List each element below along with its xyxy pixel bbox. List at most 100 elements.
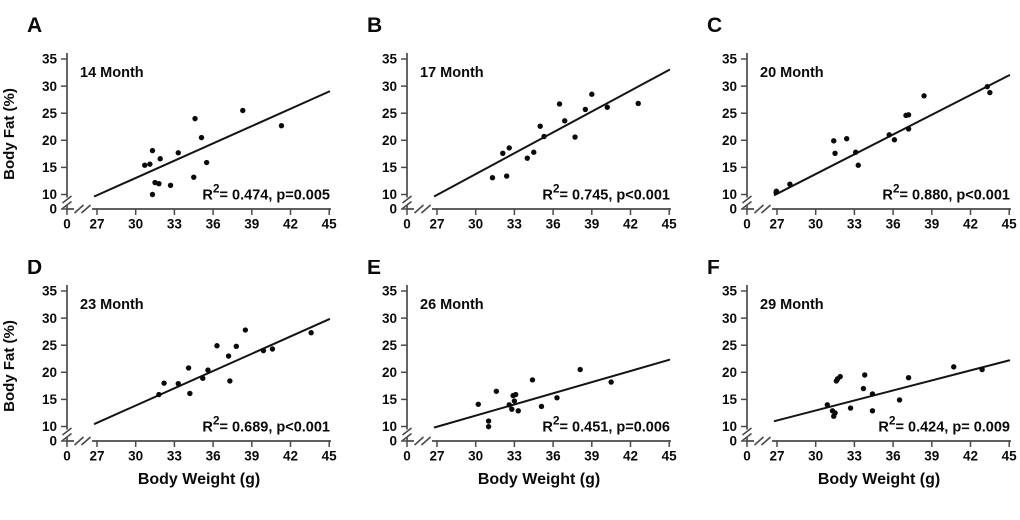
y-tick-label: 15 <box>42 392 58 407</box>
y-tick-label: 20 <box>722 133 737 148</box>
data-point <box>278 122 285 129</box>
data-point <box>214 343 220 349</box>
y-axis-title: Body Fat (%) <box>1 88 18 180</box>
data-point <box>511 398 518 404</box>
x-tick-label: 42 <box>963 449 978 464</box>
data-point <box>503 173 510 179</box>
panel-letter: E <box>367 260 381 279</box>
y-tick-label: 20 <box>382 133 397 148</box>
x-axis-break-gap <box>414 437 432 446</box>
data-point <box>149 147 156 154</box>
data-point <box>515 408 521 414</box>
y-tick-label: 30 <box>42 311 57 326</box>
y-tick-label: 35 <box>42 52 58 67</box>
y-tick-label: 30 <box>382 311 397 326</box>
y-tick-label: 25 <box>722 338 738 353</box>
x-tick-label: 0 <box>63 217 71 232</box>
y-tick-label: 35 <box>42 284 58 299</box>
x-tick-label: 45 <box>1002 449 1018 464</box>
y-tick-label: 35 <box>382 284 398 299</box>
x-tick-label: 42 <box>963 217 978 232</box>
trend-line <box>93 318 331 425</box>
x-tick-label: 45 <box>662 217 678 232</box>
x-tick-label: 42 <box>283 217 298 232</box>
trend-line <box>433 358 671 429</box>
panel-title: 23 Month <box>80 297 144 313</box>
data-point <box>860 385 867 392</box>
data-point <box>489 174 496 181</box>
x-tick-label: 45 <box>322 217 338 232</box>
data-point <box>175 380 181 387</box>
r2-annotation: R2= 0.745, p<0.001 <box>542 182 670 204</box>
data-point <box>200 375 206 381</box>
y-tick-label: 10 <box>722 187 737 202</box>
x-tick-label: 27 <box>429 217 444 232</box>
y-axis-break-gap <box>62 429 72 437</box>
data-point <box>512 391 519 398</box>
trend-line <box>93 90 331 198</box>
panel-letter: A <box>27 14 42 37</box>
data-point <box>475 401 481 407</box>
data-point <box>506 402 512 408</box>
data-point <box>485 423 492 430</box>
x-axis-break-mark <box>760 436 772 446</box>
panel-title: 17 Month <box>420 65 484 81</box>
data-point <box>269 346 276 352</box>
data-point <box>984 83 990 90</box>
y-tick-label: 10 <box>42 187 57 202</box>
x-axis-break-mark <box>420 204 432 214</box>
x-tick-label: 0 <box>63 449 71 464</box>
x-tick-label: 0 <box>743 217 751 232</box>
data-point <box>531 149 537 155</box>
x-tick-label: 36 <box>886 449 902 464</box>
x-tick-label: 36 <box>886 217 902 232</box>
x-tick-label: 36 <box>546 217 562 232</box>
data-point <box>538 403 545 410</box>
x-tick-label: 33 <box>167 449 183 464</box>
data-point <box>187 390 193 397</box>
data-point <box>147 161 153 167</box>
data-point <box>787 181 793 187</box>
x-tick-label: 30 <box>808 449 823 464</box>
y-axis-break-mark <box>402 432 412 442</box>
x-tick-label: 27 <box>769 217 784 232</box>
x-tick-label: 39 <box>584 217 599 232</box>
data-point <box>843 135 850 142</box>
data-point <box>905 375 912 381</box>
data-point <box>529 377 536 383</box>
x-tick-label: 36 <box>546 449 562 464</box>
data-point <box>905 112 912 118</box>
x-axis-break-mark <box>753 436 765 446</box>
x-tick-label: 39 <box>244 449 259 464</box>
x-tick-label: 33 <box>847 217 863 232</box>
y-axis-break-mark <box>742 195 752 204</box>
data-point <box>167 182 174 188</box>
x-tick-label: 27 <box>429 449 444 464</box>
y-axis-break-mark <box>62 432 72 442</box>
trend-line <box>433 68 671 198</box>
y-tick-label: 30 <box>42 79 57 94</box>
data-point <box>225 353 232 359</box>
data-point <box>149 191 156 198</box>
data-point <box>142 162 148 168</box>
data-point <box>192 115 198 122</box>
data-point <box>233 343 240 349</box>
y-axis-break-mark <box>62 195 72 204</box>
y-tick-label: 35 <box>382 52 398 67</box>
y-tick-label: 0 <box>389 202 397 217</box>
x-tick-label: 27 <box>89 217 104 232</box>
x-tick-label: 33 <box>167 217 183 232</box>
data-point <box>577 366 583 373</box>
y-tick-label: 0 <box>49 434 57 449</box>
y-tick-label: 0 <box>389 434 397 449</box>
y-tick-label: 25 <box>382 106 398 121</box>
x-axis-break-mark <box>73 204 85 214</box>
y-tick-label: 10 <box>42 419 57 434</box>
y-tick-label: 15 <box>382 392 398 407</box>
data-point <box>831 138 837 144</box>
y-tick-label: 25 <box>42 338 58 353</box>
data-point <box>824 402 831 408</box>
